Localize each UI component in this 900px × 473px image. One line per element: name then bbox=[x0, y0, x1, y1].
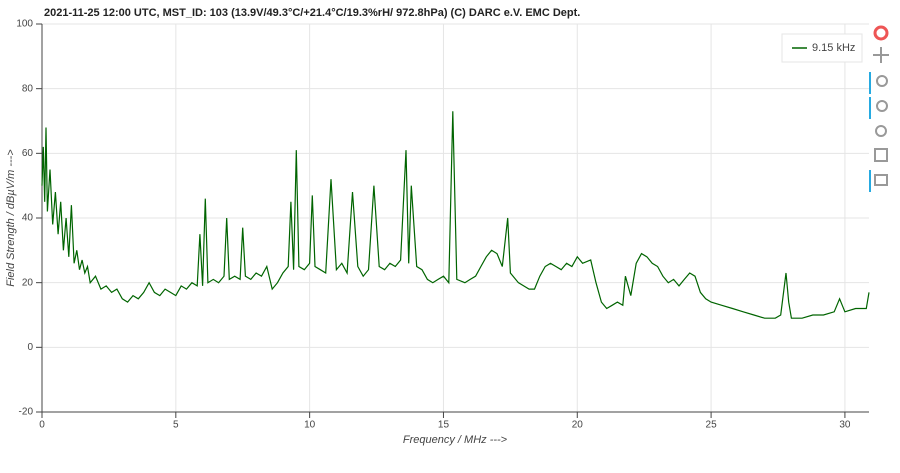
y-tick-label: 100 bbox=[16, 19, 33, 30]
x-tick-label: 0 bbox=[39, 420, 45, 431]
logo[interactable] bbox=[873, 25, 889, 41]
reset-tool[interactable] bbox=[875, 125, 887, 137]
y-tick-label: 20 bbox=[22, 277, 34, 288]
x-tick-label: 20 bbox=[572, 420, 584, 431]
y-tick-label: 60 bbox=[22, 148, 34, 159]
legend-label: 9.15 kHz bbox=[812, 42, 855, 54]
toolbar bbox=[869, 25, 889, 192]
y-tick-label: 0 bbox=[27, 342, 33, 353]
hover-tool[interactable] bbox=[874, 174, 888, 186]
active-indicator bbox=[869, 72, 871, 94]
x-tick-label: 15 bbox=[438, 420, 450, 431]
y-axis-label: Field Strength / dBµV/m ---> bbox=[5, 149, 17, 287]
y-tick-label: 40 bbox=[22, 213, 34, 224]
wheel-zoom-tool[interactable] bbox=[876, 100, 888, 112]
zoom-tool[interactable] bbox=[876, 75, 888, 87]
active-indicator bbox=[869, 170, 871, 192]
active-indicator bbox=[869, 97, 871, 119]
x-tick-label: 10 bbox=[304, 420, 316, 431]
chart-title: 2021-11-25 12:00 UTC, MST_ID: 103 (13.9V… bbox=[44, 7, 580, 19]
x-tick-label: 30 bbox=[839, 420, 851, 431]
x-tick-label: 5 bbox=[173, 420, 179, 431]
save-tool[interactable] bbox=[874, 148, 888, 162]
y-tick-label: 80 bbox=[22, 83, 34, 94]
pan-tool[interactable] bbox=[873, 47, 889, 63]
x-tick-label: 25 bbox=[706, 420, 718, 431]
x-axis-label: Frequency / MHz ---> bbox=[403, 434, 508, 446]
series-line bbox=[41, 111, 870, 319]
y-tick-label: -20 bbox=[19, 407, 34, 418]
